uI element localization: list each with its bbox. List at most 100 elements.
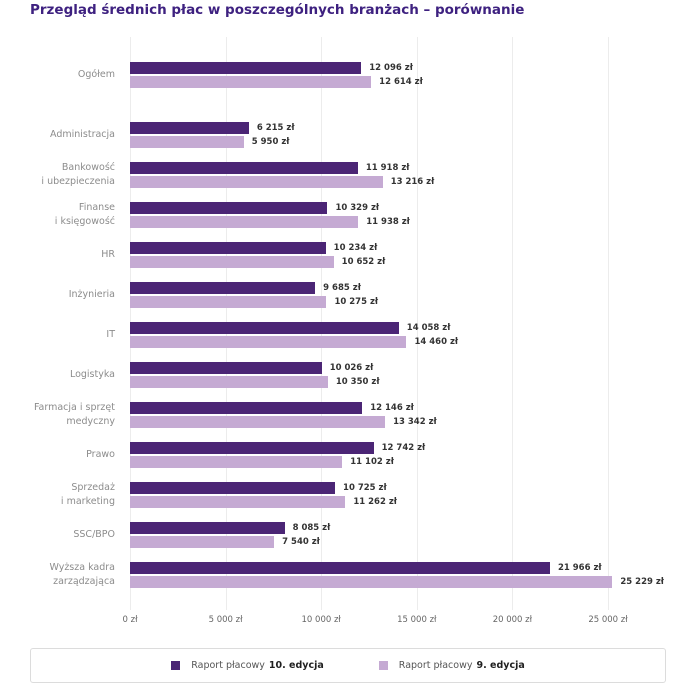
bar-line-edition10: 10 234 zł [130, 242, 695, 254]
bar-line-edition9: 7 540 zł [130, 536, 695, 548]
value-label-edition10: 12 096 zł [369, 63, 413, 73]
bar-edition10 [130, 402, 363, 414]
bar-group-row: Sprzedaż i marketing 10 725 zł 11 262 zł [0, 475, 695, 515]
bar-group-row: Bankowość i ubezpieczenia 11 918 zł 13 2… [0, 155, 695, 195]
bar-line-edition9: 10 350 zł [130, 376, 695, 388]
bar-group-row: Administracja 6 215 zł 5 950 zł [0, 115, 695, 155]
legend-item-edition10: Raport płacowy 10. edycja [171, 660, 324, 671]
bar-edition10 [130, 242, 326, 254]
bar-line-edition9: 12 614 zł [130, 76, 695, 88]
x-tick-label: 25 000 zł [588, 615, 628, 625]
value-label-edition10: 6 215 zł [256, 123, 295, 133]
bar-pair: 11 918 zł 13 216 zł [130, 162, 695, 188]
bar-line-edition10: 6 215 zł [130, 122, 695, 134]
category-label: HR [101, 248, 115, 260]
value-label-edition10: 12 146 zł [370, 403, 414, 413]
bar-rows: Ogółem 12 096 zł 12 614 zł Administracja… [0, 55, 695, 595]
legend-item-edition9: Raport płacowy 9. edycja [378, 660, 525, 671]
value-label-edition9: 11 102 zł [350, 457, 394, 467]
chart-title: Przegląd średnich płac w poszczególnych … [30, 2, 525, 18]
value-label-edition10: 14 058 zł [406, 323, 451, 333]
legend-label-bold: 9. edycja [476, 660, 525, 671]
value-label-edition9: 11 262 zł [353, 497, 397, 507]
bar-edition9 [130, 296, 327, 308]
bar-line-edition9: 10 275 zł [130, 296, 695, 308]
category-label: Logistyka [69, 368, 115, 380]
bar-edition9 [130, 376, 328, 388]
category-label: Inżynieria [68, 288, 115, 300]
bar-line-edition10: 10 725 zł [130, 482, 695, 494]
bar-group-row: Farmacja i sprzęt medyczny 12 146 zł 13 … [0, 395, 695, 435]
bar-line-edition10: 10 329 zł [130, 202, 695, 214]
value-label-edition9: 10 350 zł [335, 377, 380, 387]
bar-line-edition9: 13 216 zł [130, 176, 695, 188]
bar-edition9 [130, 496, 346, 508]
value-label-edition9: 25 229 zł [620, 577, 664, 587]
value-label-edition10: 9 685 zł [323, 283, 361, 293]
bar-group-row: Ogółem 12 096 zł 12 614 zł [0, 55, 695, 95]
value-label-edition10: 10 026 zł [329, 363, 374, 373]
value-label-edition9: 13 342 zł [393, 417, 437, 427]
bar-pair: 10 329 zł 11 938 zł [130, 202, 695, 228]
value-label-edition9: 10 275 zł [334, 297, 379, 307]
gridline [608, 37, 609, 610]
bar-line-edition10: 12 096 zł [130, 62, 695, 74]
bar-line-edition9: 13 342 zł [130, 416, 695, 428]
bar-edition10 [130, 122, 249, 134]
bar-edition10 [130, 162, 358, 174]
value-label-edition9: 7 540 zł [282, 537, 320, 547]
bar-line-edition10: 8 085 zł [130, 522, 695, 534]
bar-edition9 [130, 456, 343, 468]
category-label: Sprzedaż i marketing [60, 481, 115, 507]
bar-edition10 [130, 522, 285, 534]
bar-edition10 [130, 562, 550, 574]
bar-pair: 21 966 zł 25 229 zł [130, 562, 695, 588]
legend-swatch [171, 661, 181, 670]
bar-pair: 10 234 zł 10 652 zł [130, 242, 695, 268]
bar-pair: 6 215 zł 5 950 zł [130, 122, 695, 148]
bar-edition9 [130, 76, 372, 88]
legend-label: Raport płacowy [191, 660, 265, 671]
bar-group-row: SSC/BPO 8 085 zł 7 540 zł [0, 515, 695, 555]
category-label: Administracja [49, 128, 115, 140]
bar-edition9 [130, 256, 334, 268]
value-label-edition10: 11 918 zł [365, 163, 410, 173]
bar-pair: 9 685 zł 10 275 zł [130, 282, 695, 308]
category-label: Finanse i księgowość [54, 201, 115, 227]
bar-edition9 [130, 416, 386, 428]
bar-line-edition10: 11 918 zł [130, 162, 695, 174]
bar-line-edition9: 11 102 zł [130, 456, 695, 468]
bar-line-edition9: 11 938 zł [130, 216, 695, 228]
bar-line-edition10: 14 058 zł [130, 322, 695, 334]
gridline [512, 37, 514, 610]
value-label-edition10: 10 329 zł [335, 203, 380, 213]
x-tick-label: 10 000 zł [301, 615, 341, 625]
bar-edition9 [130, 216, 359, 228]
category-label: Wyższa kadra zarządzająca [49, 561, 115, 587]
bar-group-row: Finanse i księgowość 10 329 zł 11 938 zł [0, 195, 695, 235]
bar-pair: 10 026 zł 10 350 zł [130, 362, 695, 388]
bar-line-edition10: 9 685 zł [130, 282, 695, 294]
x-tick-label: 5 000 zł [208, 615, 243, 625]
bar-line-edition9: 5 950 zł [130, 136, 695, 148]
gridline [416, 37, 418, 610]
bar-group-row: IT 14 058 zł 14 460 zł [0, 315, 695, 355]
value-label-edition10: 21 966 zł [557, 563, 602, 573]
bar-edition9 [130, 136, 244, 148]
bar-pair: 12 742 zł 11 102 zł [130, 442, 695, 468]
chart-area: Ogółem 12 096 zł 12 614 zł Administracja… [0, 37, 695, 625]
value-label-edition10: 12 742 zł [381, 443, 426, 453]
bar-pair: 12 146 zł 13 342 zł [130, 402, 695, 428]
value-label-edition9: 10 652 zł [341, 257, 386, 267]
bar-line-edition9: 25 229 zł [130, 576, 695, 588]
x-tick-label: 0 zł [122, 615, 138, 625]
bar-group-row: Inżynieria 9 685 zł 10 275 zł [0, 275, 695, 315]
legend-box: Raport płacowy 10. edycja Raport płacowy… [30, 648, 666, 683]
category-label: SSC/BPO [73, 528, 115, 540]
bar-pair: 14 058 zł 14 460 zł [130, 322, 695, 348]
bar-pair: 10 725 zł 11 262 zł [130, 482, 695, 508]
legend-label: Raport płacowy [398, 660, 473, 671]
bar-edition9 [130, 576, 613, 588]
value-label-edition9: 11 938 zł [366, 217, 410, 227]
